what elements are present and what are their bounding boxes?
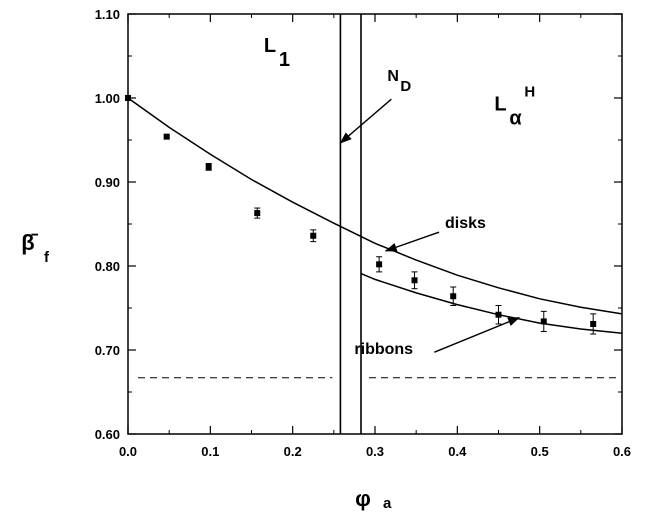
plot-frame: [127, 13, 623, 435]
region-label-superscript-2: H: [524, 84, 535, 101]
x-axis-label-subscript: a: [383, 495, 392, 512]
data-point: [376, 261, 383, 268]
data-point: [590, 320, 597, 327]
y-tick-label: 0.70: [95, 343, 120, 358]
x-tick-label: 0.4: [448, 444, 467, 459]
x-tick-label: 0.1: [201, 444, 219, 459]
y-tick-label: 0.90: [95, 175, 120, 190]
annotation-arrow-3: [434, 317, 521, 353]
y-axis-label-subscript: f: [44, 249, 50, 266]
data-point: [310, 232, 317, 239]
curve-disks: [127, 97, 623, 315]
annotation-label-1: N: [387, 68, 399, 85]
y-axis-label: β̄: [21, 230, 38, 255]
data-point: [125, 95, 131, 101]
annotation-label-2: disks: [445, 215, 486, 232]
region-label-subscript-1: 1: [279, 49, 290, 71]
data-point: [254, 210, 261, 217]
y-tick-label: 0.60: [95, 427, 120, 442]
region-label-2: L: [494, 94, 506, 116]
x-tick-label: 0.2: [284, 444, 302, 459]
data-point: [540, 318, 547, 325]
annotation-label-subscript-1: D: [400, 78, 411, 95]
data-point: [450, 293, 457, 300]
annotation-arrow-2: [384, 231, 440, 252]
y-tick-label: 1.10: [95, 7, 120, 22]
x-axis-label: φ: [355, 486, 371, 511]
x-tick-label: 0.3: [366, 444, 384, 459]
curve-ribbons: [360, 272, 623, 334]
x-tick-label: 0.5: [531, 444, 549, 459]
annotation-arrow-1: [339, 98, 392, 144]
x-tick-label: 0.6: [613, 444, 631, 459]
data-point: [163, 133, 170, 140]
region-label-subscript-2: α: [509, 108, 522, 130]
data-point: [205, 163, 212, 170]
y-tick-label: 1.00: [95, 91, 120, 106]
y-tick-label: 0.80: [95, 259, 120, 274]
region-label-1: L: [264, 35, 276, 57]
annotation-label-3: ribbons: [354, 341, 413, 358]
x-tick-label: 0.0: [119, 444, 137, 459]
data-point: [495, 311, 502, 318]
data-point: [411, 277, 418, 284]
